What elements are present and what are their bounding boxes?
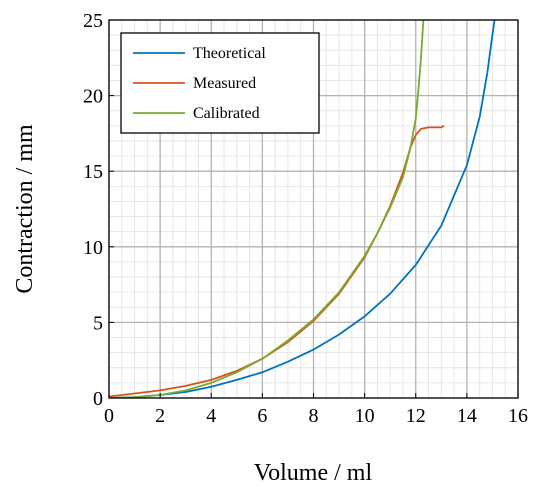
- legend: Theoretical Measured Calibrated: [120, 32, 320, 134]
- x-tick-label: 12: [406, 405, 426, 427]
- y-tick-label: 25: [83, 10, 103, 32]
- legend-label-measured: Measured: [193, 75, 256, 92]
- x-tick-label: 8: [309, 405, 319, 427]
- x-axis-label: Volume / ml: [254, 460, 373, 486]
- x-axis-ticks: 0 2 4 6 8 10 12 14 16: [104, 393, 528, 427]
- x-tick-label: 2: [155, 405, 165, 427]
- series-line-theoretical: [109, 20, 496, 398]
- x-tick-label: 10: [355, 405, 375, 427]
- y-axis-label: Contraction / mm: [12, 124, 38, 294]
- y-tick-label: 5: [93, 312, 103, 334]
- y-axis-ticks: 0 5 10 15 20 25: [83, 10, 114, 410]
- x-tick-label: 0: [104, 405, 114, 427]
- y-tick-label: 15: [83, 161, 103, 183]
- y-tick-label: 20: [83, 86, 103, 108]
- series-line-calibrated: [109, 20, 425, 398]
- x-tick-label: 16: [508, 405, 528, 427]
- x-tick-label: 6: [257, 405, 267, 427]
- y-tick-label: 10: [83, 237, 103, 259]
- x-tick-label: 14: [457, 405, 477, 427]
- legend-label-calibrated: Calibrated: [193, 105, 260, 122]
- legend-label-theoretical: Theoretical: [193, 45, 266, 62]
- series-layer: [109, 20, 496, 398]
- y-tick-label: 0: [93, 388, 103, 410]
- x-tick-label: 4: [206, 405, 216, 427]
